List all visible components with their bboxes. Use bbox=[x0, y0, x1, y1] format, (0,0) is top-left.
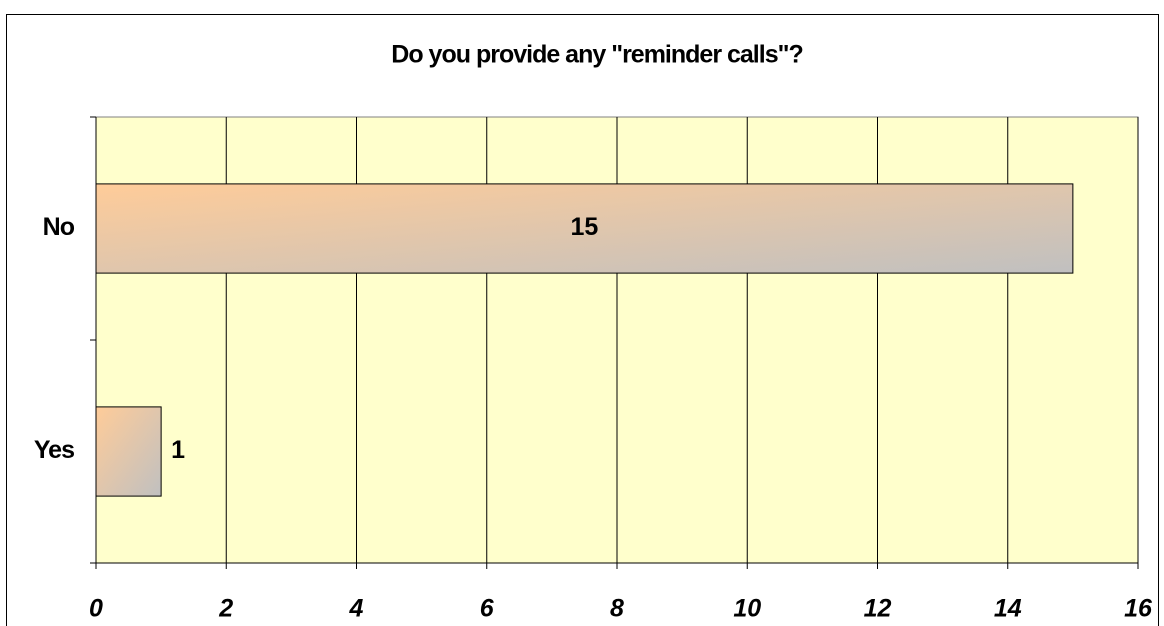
x-tick-label: 4 bbox=[349, 595, 364, 623]
x-tick-label: 0 bbox=[89, 595, 103, 623]
y-tick-label: No bbox=[43, 213, 75, 241]
x-tick-label: 8 bbox=[610, 595, 624, 623]
bar bbox=[95, 183, 1074, 274]
x-tick-label: 2 bbox=[218, 595, 233, 623]
x-tick-label: 10 bbox=[733, 595, 761, 623]
data-label: 1 bbox=[171, 436, 185, 464]
data-label: 15 bbox=[571, 213, 599, 241]
bar bbox=[95, 406, 162, 497]
x-tick-label: 12 bbox=[864, 595, 892, 623]
x-tick-label: 16 bbox=[1124, 595, 1153, 623]
x-tick-label: 14 bbox=[994, 595, 1022, 623]
x-tick-label: 6 bbox=[480, 595, 495, 623]
y-tick-label: Yes bbox=[34, 436, 74, 464]
chart-title: Do you provide any "reminder calls"? bbox=[391, 41, 802, 69]
